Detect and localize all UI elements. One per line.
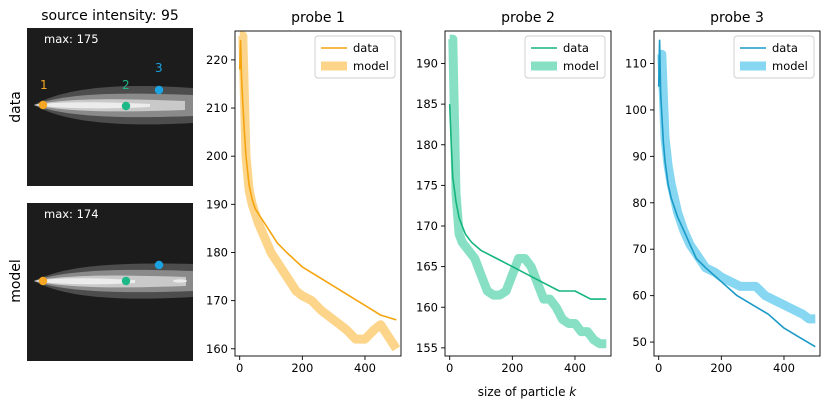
legend-label-model: model: [353, 59, 389, 73]
y-tick-label: 220: [206, 53, 228, 67]
y-tick-label: 60: [632, 289, 647, 303]
image-panel-data: max: 175 1 2 3 data: [8, 28, 193, 186]
chart-probe-2: probe 2 0 200 400 155 160 165 170 175 180 185 190 da…: [416, 10, 612, 375]
shared-xlabel-k: k: [569, 385, 577, 399]
probe-label-3: 3: [155, 61, 163, 75]
probe-point-3: [154, 260, 164, 270]
y-tick-label: 170: [206, 294, 228, 308]
y-tick-label: 180: [416, 138, 438, 152]
legend-label-model: model: [772, 59, 808, 73]
y-tick-label: 185: [416, 97, 438, 111]
y-tick-label: 165: [416, 260, 438, 274]
y-tick-label: 100: [625, 103, 647, 117]
axes-frame: [653, 30, 821, 357]
chart-probe-1: probe 1 0 200 400 160 170 180 190 200 210 220 data m…: [206, 10, 402, 375]
y-tick-label: 70: [632, 242, 647, 256]
series-line-data: [448, 104, 607, 300]
plume-core: [34, 102, 150, 109]
series-line-model: [238, 31, 401, 352]
y-tick-label: 110: [625, 57, 647, 71]
y-tick-label: 80: [632, 196, 647, 210]
y-tick-label: 170: [416, 219, 438, 233]
max-label: max: 175: [44, 32, 99, 46]
left-title: source intensity: 95: [41, 8, 179, 24]
y-tick-label: 175: [416, 178, 438, 192]
probe-point-1: [38, 276, 48, 286]
series-line-data: [238, 39, 397, 321]
series-line-model: [657, 49, 816, 324]
plume-core-fleck: [173, 279, 187, 283]
legend-label-model: model: [563, 59, 599, 73]
chart-probe-3: probe 3 0 200 400 50 60 70 80 90 100 110 data model: [625, 10, 821, 375]
x-tick-label: 200: [291, 361, 313, 375]
series-line-data: [657, 39, 816, 348]
y-tick-label: 200: [206, 149, 228, 163]
row-label-data: data: [8, 91, 24, 123]
max-label: max: 174: [44, 207, 99, 221]
y-tick-label: 190: [206, 197, 228, 211]
axes-frame: [444, 30, 612, 357]
probe-point-3: [154, 85, 164, 95]
probe-point-2: [121, 101, 131, 111]
x-tick-label: 400: [564, 361, 586, 375]
x-tick-label: 0: [236, 361, 243, 375]
shared-xlabel: size of particle k: [478, 385, 578, 399]
y-tick-label: 190: [416, 57, 438, 71]
x-tick-label: 200: [501, 361, 523, 375]
y-tick-label: 155: [416, 341, 438, 355]
image-panel-model: max: 174 model: [8, 203, 193, 361]
axes-frame: [234, 30, 402, 357]
x-tick-label: 200: [710, 361, 732, 375]
y-tick-label: 160: [416, 300, 438, 314]
x-tick-label: 400: [773, 361, 795, 375]
legend-label-data: data: [563, 41, 589, 55]
legend-label-data: data: [772, 41, 798, 55]
probe-point-1: [38, 100, 48, 110]
y-tick-label: 90: [632, 149, 647, 163]
x-tick-label: 0: [446, 361, 453, 375]
probe-label-1: 1: [40, 78, 48, 92]
shared-xlabel-text: size of particle: [478, 385, 570, 399]
x-tick-label: 400: [354, 361, 376, 375]
y-tick-label: 180: [206, 245, 228, 259]
x-tick-label: 0: [655, 361, 662, 375]
probe-label-2: 2: [122, 78, 130, 92]
y-tick-label: 160: [206, 342, 228, 356]
series-line-model: [448, 34, 607, 349]
chart-title: probe 2: [501, 10, 555, 26]
y-tick-label: 50: [632, 335, 647, 349]
legend-label-data: data: [353, 41, 379, 55]
probe-point-2: [121, 276, 131, 286]
plume-core: [34, 278, 135, 285]
y-tick-label: 210: [206, 101, 228, 115]
row-label-model: model: [8, 259, 24, 303]
chart-title: probe 1: [291, 10, 345, 26]
chart-title: probe 3: [710, 10, 764, 26]
